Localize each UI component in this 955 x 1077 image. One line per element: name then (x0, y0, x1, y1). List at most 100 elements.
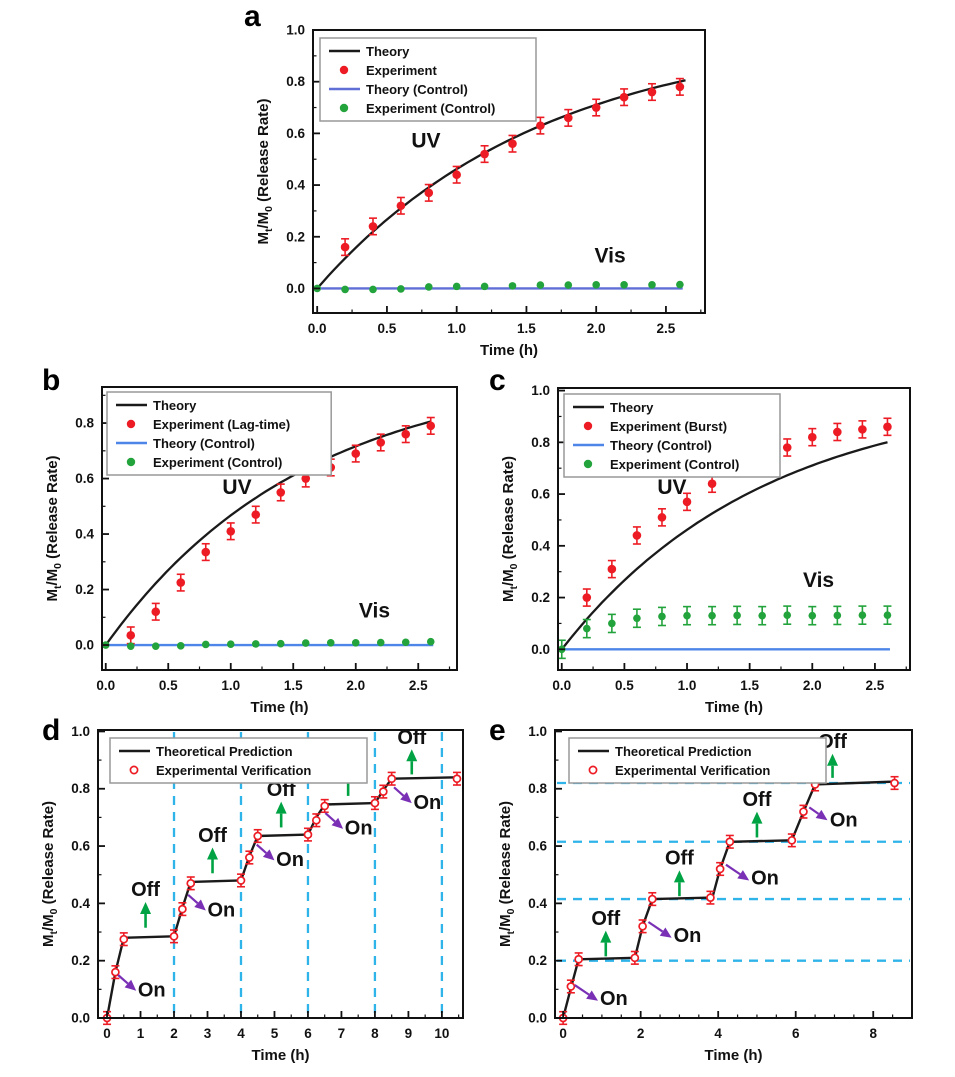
svg-text:0.0: 0.0 (96, 678, 115, 693)
svg-text:Theoretical Prediction: Theoretical Prediction (156, 744, 293, 759)
axes (554, 729, 913, 1019)
svg-text:0.6: 0.6 (286, 126, 305, 141)
axes (312, 29, 706, 314)
svg-text:4: 4 (237, 1026, 245, 1041)
svg-text:0: 0 (103, 1026, 111, 1041)
svg-text:UV: UV (411, 130, 440, 153)
x-axis-label: Time (h) (705, 699, 763, 716)
y-axis-label: Mt​/M0​ (Release Rate) (40, 801, 60, 947)
x-axis-label: Time (h) (704, 1047, 762, 1064)
svg-text:0.0: 0.0 (308, 321, 327, 336)
svg-text:2.0: 2.0 (803, 678, 822, 693)
x-axis-label: Time (h) (480, 342, 538, 359)
panel-label-b: b (42, 364, 61, 397)
svg-text:On: On (413, 792, 441, 814)
svg-text:2.0: 2.0 (587, 321, 606, 336)
svg-text:Vis: Vis (803, 569, 834, 592)
svg-text:Theory (Control): Theory (Control) (610, 438, 712, 453)
axes (101, 386, 458, 671)
svg-text:2.5: 2.5 (866, 678, 885, 693)
panel-a-chart: UV Vis 0.0 0.5 1.0 1.5 2.0 2.5 0.0 0.2 0.4 0.6 0.8 1.… (255, 23, 706, 359)
svg-text:2.5: 2.5 (409, 678, 428, 693)
ticks: 0 1 2 3 4 5 6 7 8 9 10 0.0 0.2 0.4 0.6 0.8 1.0 (71, 724, 460, 1041)
y-axis-label: Mt​/M0​ (Release Rate) (500, 456, 520, 602)
svg-text:5: 5 (271, 1026, 279, 1041)
y-axis-label: Mt​/M0​ (Release Rate) (44, 455, 64, 601)
svg-text:Theory: Theory (610, 400, 654, 415)
axes (97, 729, 464, 1019)
svg-text:Off: Off (591, 908, 620, 930)
legend: Theory Experiment Theory (Control) Experime… (319, 37, 537, 122)
panel-d-chart: OffOffOffOffOffOnOnOnOnOn0123456789100.0… (40, 724, 464, 1064)
svg-text:3: 3 (204, 1026, 212, 1041)
svg-text:0.2: 0.2 (75, 582, 94, 597)
annotations: UV Vis (657, 476, 834, 592)
svg-text:Off: Off (267, 779, 296, 801)
svg-text:0.4: 0.4 (286, 178, 305, 193)
series-experiment-control (313, 280, 684, 294)
legend: Theory Experiment (Burst) Theory (Control)… (563, 393, 781, 478)
ticks: 0.0 0.5 1.0 1.5 2.0 2.5 0.0 0.2 0.4 0.6 0.8 1.0 (286, 23, 702, 336)
svg-text:0.4: 0.4 (71, 896, 90, 911)
svg-text:0.0: 0.0 (75, 638, 94, 653)
svg-text:0.4: 0.4 (528, 896, 547, 911)
svg-text:1.0: 1.0 (286, 23, 305, 38)
svg-text:On: On (600, 988, 628, 1010)
svg-text:6: 6 (304, 1026, 312, 1041)
svg-text:0.2: 0.2 (71, 953, 90, 968)
svg-text:Experiment (Control): Experiment (Control) (610, 457, 739, 472)
svg-text:Experimental Verification: Experimental Verification (156, 763, 311, 778)
svg-text:Theory: Theory (366, 44, 410, 59)
svg-text:Theory (Control): Theory (Control) (153, 436, 255, 451)
svg-text:0.2: 0.2 (528, 953, 547, 968)
svg-text:8: 8 (371, 1026, 379, 1041)
svg-text:On: On (830, 810, 858, 832)
svg-text:0.8: 0.8 (286, 74, 305, 89)
svg-text:On: On (276, 849, 304, 871)
svg-text:0.0: 0.0 (531, 642, 550, 657)
series-experimental-verification (102, 771, 462, 1026)
svg-text:On: On (751, 868, 779, 890)
svg-text:2: 2 (170, 1026, 178, 1041)
annotations: UV Vis (411, 130, 625, 268)
axis-titles: Time (h) Mt​/M0​ (Release Rate) (255, 98, 538, 359)
ticks: 0 2 4 6 8 0.0 0.2 0.4 0.6 0.8 1.0 (528, 724, 913, 1041)
series-experiment (340, 77, 685, 257)
svg-text:8: 8 (869, 1026, 877, 1041)
svg-text:1.5: 1.5 (517, 321, 536, 336)
svg-text:1.0: 1.0 (678, 678, 697, 693)
axis-titles: Time (h) Mt​/M0​ (Release Rate) (44, 455, 309, 716)
svg-text:0.8: 0.8 (71, 781, 90, 796)
svg-text:0.4: 0.4 (531, 538, 550, 553)
y-axis-label: Mt​/M0​ (Release Rate) (497, 801, 517, 947)
svg-text:0.4: 0.4 (75, 527, 94, 542)
svg-text:Vis: Vis (595, 245, 626, 268)
svg-text:2.0: 2.0 (346, 678, 365, 693)
ticks: 0.0 0.5 1.0 1.5 2.0 2.5 0.0 0.2 0.4 0.6 0.8 (75, 394, 451, 693)
svg-text:Off: Off (743, 789, 772, 811)
x-axis-label: Time (h) (251, 1047, 309, 1064)
legend: Theoretical Prediction Experimental Verif… (109, 737, 368, 784)
svg-text:Theory (Control): Theory (Control) (366, 82, 468, 97)
svg-text:1.0: 1.0 (221, 678, 240, 693)
svg-text:Experiment (Burst): Experiment (Burst) (610, 419, 727, 434)
axis-titles: Time (h) Mt​/M0​ (Release Rate) (40, 801, 310, 1064)
series-theory (104, 420, 432, 646)
svg-text:Experiment (Control): Experiment (Control) (366, 101, 495, 116)
svg-text:0.6: 0.6 (71, 839, 90, 854)
svg-text:0.6: 0.6 (528, 839, 547, 854)
svg-text:1.0: 1.0 (447, 321, 466, 336)
annotations: UV Vis (222, 476, 390, 622)
svg-text:2.5: 2.5 (657, 321, 676, 336)
panel-label-d: d (42, 714, 61, 747)
axis-titles: Time (h) Mt​/M0​ (Release Rate) (497, 801, 763, 1064)
series-theoretical-prediction (105, 776, 458, 1019)
panel-b-chart: UV Vis 0.0 0.5 1.0 1.5 2.0 2.5 0.0 0.2 0.4 0.6 0.8 Ti… (44, 386, 458, 716)
svg-text:0.8: 0.8 (531, 435, 550, 450)
svg-text:Experiment (Control): Experiment (Control) (153, 455, 282, 470)
svg-text:On: On (208, 899, 236, 921)
axes (557, 387, 911, 671)
svg-text:0.0: 0.0 (71, 1011, 90, 1026)
